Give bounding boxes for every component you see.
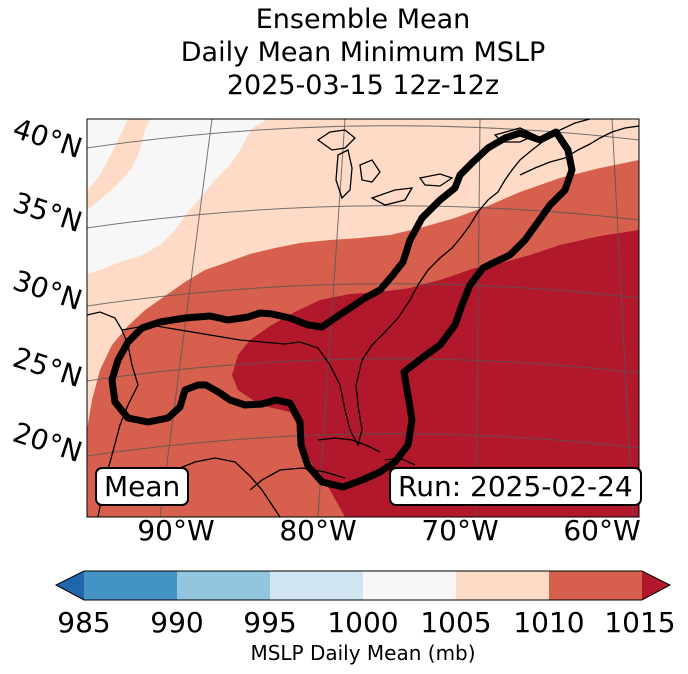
pressure-1000-1005-area xyxy=(87,119,268,274)
colorbar-outline xyxy=(54,570,672,601)
colorbar-tick-1010: 1010 xyxy=(513,606,585,639)
colorbar-segment-995-1000 xyxy=(270,571,363,600)
colorbar-segment-990-995 xyxy=(177,571,270,600)
lon-label-60w: 60°W xyxy=(563,514,641,547)
colorbar xyxy=(54,570,672,601)
latitude-gridlines xyxy=(87,125,639,457)
lon-label-80w: 80°W xyxy=(279,514,357,547)
colorbar-segment-1000-1005 xyxy=(363,571,456,600)
colorbar-tick-995: 995 xyxy=(243,606,297,639)
map-frame xyxy=(86,118,640,518)
mean-label-box: Mean xyxy=(95,467,190,506)
title-line-3: 2025-03-15 12z-12z xyxy=(226,70,500,101)
colorbar-over-extension xyxy=(642,571,670,600)
colorbar-segment-1005-1010 xyxy=(456,571,549,600)
colorbar-segment-1010-1015 xyxy=(549,571,642,600)
title-line-2: Daily Mean Minimum MSLP xyxy=(180,37,546,68)
title-line-1: Ensemble Mean xyxy=(255,4,471,35)
colorbar-tick-1005: 1005 xyxy=(420,606,492,639)
colorbar-segment-985-990 xyxy=(84,571,177,600)
run-date-box: Run: 2025-02-24 xyxy=(389,467,642,506)
map-panel xyxy=(87,119,639,517)
mean-mslp-contour xyxy=(108,128,576,491)
pressure-above-1015-area xyxy=(232,230,639,517)
colorbar-tick-1000: 1000 xyxy=(327,606,399,639)
colorbar-under-extension xyxy=(56,571,84,600)
pressure-1005-1010-area xyxy=(87,119,639,430)
colorbar-tick-985: 985 xyxy=(57,606,111,639)
colorbar-label: MSLP Daily Mean (mb) xyxy=(250,641,476,665)
lon-label-70w: 70°W xyxy=(421,514,499,547)
colorbar-tick-1015: 1015 xyxy=(604,606,676,639)
lon-label-90w: 90°W xyxy=(137,514,215,547)
colorbar-tick-990: 990 xyxy=(150,606,204,639)
